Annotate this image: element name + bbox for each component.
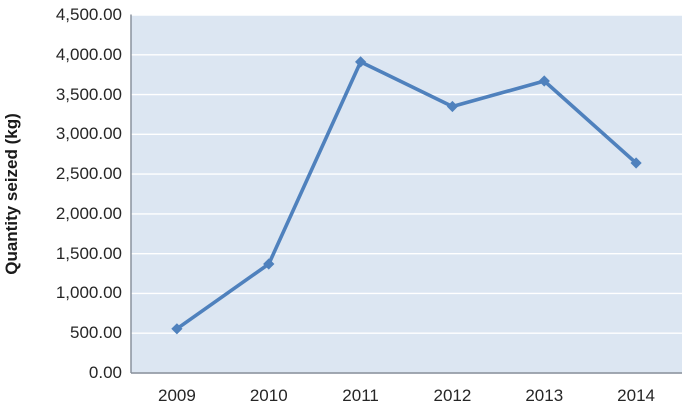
y-tick-label: 1,500.00 [55, 243, 122, 263]
y-tick-label: 1,000.00 [55, 283, 122, 303]
y-tick-label: 2,000.00 [55, 203, 122, 223]
y-tick-label: 3,500.00 [55, 84, 122, 104]
x-tick-label: 2014 [617, 386, 655, 405]
y-tick-label: 4,000.00 [55, 44, 122, 64]
x-tick-label: 2010 [249, 386, 288, 405]
y-tick-label: 0.00 [88, 363, 122, 382]
y-tick-label: 4,500.00 [55, 5, 122, 24]
x-tick-label: 2009 [157, 386, 196, 405]
x-tick-label: 2013 [525, 386, 564, 405]
y-tick-label: 2,500.00 [55, 164, 122, 184]
x-tick-label: 2011 [342, 386, 379, 405]
y-tick-label: 3,000.00 [55, 124, 122, 144]
x-tick-label: 2012 [433, 386, 472, 405]
y-tick-label: 500.00 [70, 323, 122, 343]
